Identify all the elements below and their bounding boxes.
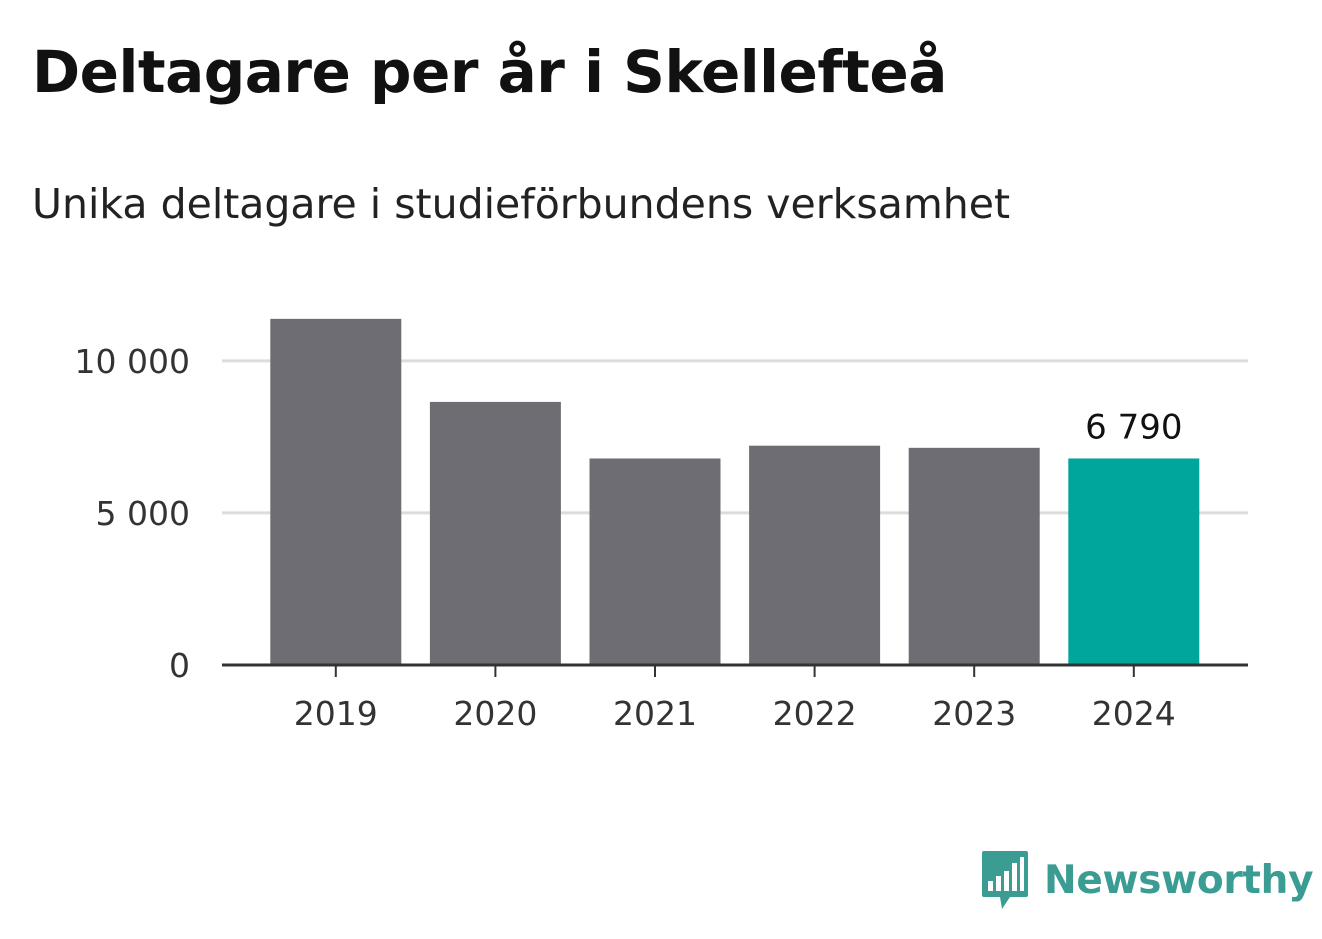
y-tick-label: 0 <box>169 646 190 685</box>
x-tick-label: 2020 <box>453 694 537 733</box>
bar-2023 <box>908 447 1040 665</box>
x-tick-label: 2022 <box>773 694 857 733</box>
brand-logo: Newsworthy <box>980 848 1314 912</box>
bar-chart: 0 5 000 10 000 2019 2020 2021 2022 2023 2024 6 … <box>75 318 1248 733</box>
bar-2019 <box>270 318 402 665</box>
bar-2022 <box>749 445 881 665</box>
y-tick-label: 10 000 <box>75 342 190 381</box>
x-axis-ticks: 2019 2020 2021 2022 2023 2024 <box>294 665 1176 733</box>
chart-title: Deltagare per år i Skellefteå <box>32 38 947 106</box>
chart-subtitle: Unika deltagare i studieförbundens verks… <box>32 180 1011 228</box>
brand-name: Newsworthy <box>1044 857 1314 903</box>
x-tick-label: 2021 <box>613 694 697 733</box>
newsworthy-logo-icon <box>982 851 1028 909</box>
bar-2020 <box>429 401 561 665</box>
bar-2021 <box>589 458 721 665</box>
y-axis-ticks: 0 5 000 10 000 <box>75 342 190 685</box>
x-tick-label: 2023 <box>932 694 1016 733</box>
bars <box>270 318 1200 665</box>
data-labels: 6 790 <box>1085 407 1182 447</box>
x-tick-label: 2019 <box>294 694 378 733</box>
bar-2024 <box>1068 458 1200 665</box>
x-tick-label: 2024 <box>1092 694 1176 733</box>
y-tick-label: 5 000 <box>96 494 190 533</box>
data-label: 6 790 <box>1085 407 1182 447</box>
